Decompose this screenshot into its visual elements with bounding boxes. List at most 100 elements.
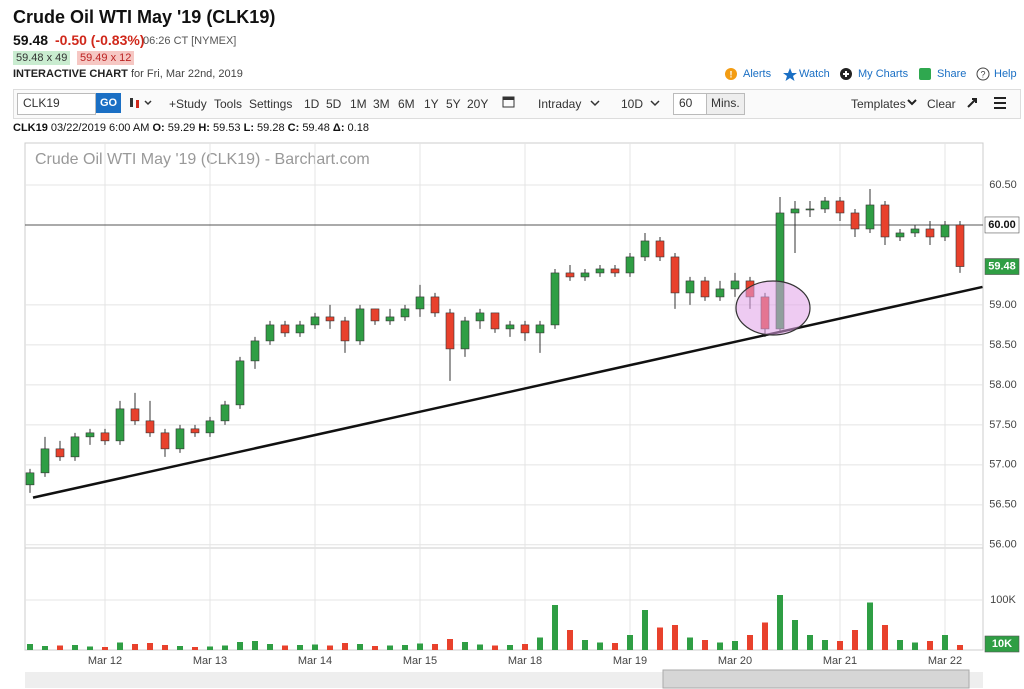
candle-body xyxy=(565,272,575,278)
hline-label: 60.00 xyxy=(988,219,1016,231)
volume-bar xyxy=(432,644,438,650)
candle-body xyxy=(40,448,50,474)
candle-body xyxy=(700,280,710,298)
candle-body xyxy=(310,316,320,326)
x-tick-label: Mar 15 xyxy=(403,655,437,667)
y-tick-label: 56.50 xyxy=(989,499,1017,511)
info-value: 59.53 xyxy=(213,122,241,134)
y-tick-label: 60.50 xyxy=(989,179,1017,191)
svg-text:!: ! xyxy=(730,69,733,79)
candle-body xyxy=(415,296,425,310)
period[interactable]: 1D xyxy=(304,97,320,111)
x-tick-label: Mar 20 xyxy=(718,655,752,667)
x-tick-label: Mar 21 xyxy=(823,655,857,667)
volume-bar xyxy=(372,646,378,650)
volume-bar xyxy=(417,643,423,650)
volume-bar xyxy=(627,635,633,650)
settings[interactable]: Settings xyxy=(249,97,293,111)
volume-bar xyxy=(807,635,813,650)
volume-bar xyxy=(852,630,858,650)
interval-unit[interactable]: Mins. xyxy=(706,93,745,115)
info-label: Δ: xyxy=(332,122,345,134)
volume-bar xyxy=(687,637,693,650)
candle-body xyxy=(490,312,500,330)
volume-bar xyxy=(672,625,678,650)
symbol-input[interactable]: CLK19 xyxy=(17,93,96,115)
candle-body xyxy=(145,420,155,434)
link[interactable]: Share xyxy=(937,68,967,80)
chart: Crude Oil WTI May '19 (CLK19) - Barchart… xyxy=(24,142,1020,689)
link[interactable]: Help xyxy=(994,68,1017,80)
volume-bar xyxy=(822,640,828,650)
candle-body xyxy=(205,420,215,434)
period[interactable]: 1M xyxy=(350,97,367,111)
x-tick-label: Mar 12 xyxy=(88,655,122,667)
volume-last-label: 10K xyxy=(992,638,1012,650)
candle-body xyxy=(265,324,275,342)
go-button[interactable]: GO xyxy=(96,93,121,113)
candle-body xyxy=(115,408,125,442)
candle-body xyxy=(445,312,455,350)
toolbar-icons[interactable] xyxy=(962,94,1012,112)
period[interactable]: 5Y xyxy=(446,97,461,111)
scroll-handle[interactable] xyxy=(662,669,970,689)
study[interactable]: +Study xyxy=(169,97,207,111)
y-tick-label: 58.50 xyxy=(989,339,1017,351)
candle-body xyxy=(865,204,875,230)
candle-body xyxy=(280,324,290,334)
candle-body xyxy=(70,436,80,458)
candle-body xyxy=(100,432,110,442)
hline-box xyxy=(984,216,1020,234)
link[interactable]: My Charts xyxy=(858,68,909,80)
volume-bar xyxy=(87,646,93,650)
y-tick-label: 57.00 xyxy=(989,459,1017,471)
candle-body xyxy=(550,272,560,326)
period[interactable]: 3M xyxy=(373,97,390,111)
period[interactable]: 1Y xyxy=(424,97,439,111)
volume-bar xyxy=(237,642,243,650)
info-line: CLK19 03/22/2019 6:00 AM O: 59.29 H: 59.… xyxy=(13,122,369,134)
volume-bar xyxy=(447,639,453,650)
volume-bar xyxy=(942,635,948,650)
plot-frame xyxy=(24,142,984,651)
templates[interactable]: Templates xyxy=(851,97,906,111)
svg-text:?: ? xyxy=(980,69,985,79)
volume-bar xyxy=(267,644,273,650)
volume-bar xyxy=(732,641,738,650)
x-tick-label: Mar 19 xyxy=(613,655,647,667)
candle-body xyxy=(250,340,260,362)
clear[interactable]: Clear xyxy=(927,97,956,111)
volume-bar xyxy=(522,644,528,650)
period[interactable]: 6M xyxy=(398,97,415,111)
candle-body xyxy=(655,240,665,258)
range[interactable]: 10D xyxy=(621,97,644,111)
candle-body xyxy=(925,228,935,238)
info-value: 0.18 xyxy=(347,122,369,134)
volume-bar xyxy=(282,645,288,650)
candle-body xyxy=(820,200,830,210)
info-symbol: CLK19 xyxy=(13,122,48,134)
link[interactable]: Watch xyxy=(799,68,830,80)
last-price-label: 59.48 xyxy=(988,260,1016,272)
highlight-ellipse xyxy=(735,280,811,336)
tools[interactable]: Tools xyxy=(214,97,243,111)
calendar-icon[interactable] xyxy=(502,95,516,109)
period[interactable]: 5D xyxy=(326,97,342,111)
candle-body xyxy=(880,204,890,238)
volume-bar xyxy=(927,641,933,650)
volume-bar xyxy=(747,635,753,650)
interval-type[interactable]: Intraday xyxy=(538,97,582,111)
volume-bar xyxy=(702,640,708,650)
chart-type-icon[interactable] xyxy=(128,96,156,110)
volume-bar xyxy=(507,645,513,650)
candle-body xyxy=(475,312,485,322)
candle-body xyxy=(685,280,695,294)
period[interactable]: 20Y xyxy=(467,97,489,111)
volume-bar xyxy=(552,605,558,650)
candle-body xyxy=(610,268,620,274)
link[interactable]: Alerts xyxy=(743,68,772,80)
volume-bar xyxy=(957,645,963,650)
interval-input[interactable]: 60 xyxy=(673,93,708,115)
volume-bar xyxy=(657,627,663,650)
